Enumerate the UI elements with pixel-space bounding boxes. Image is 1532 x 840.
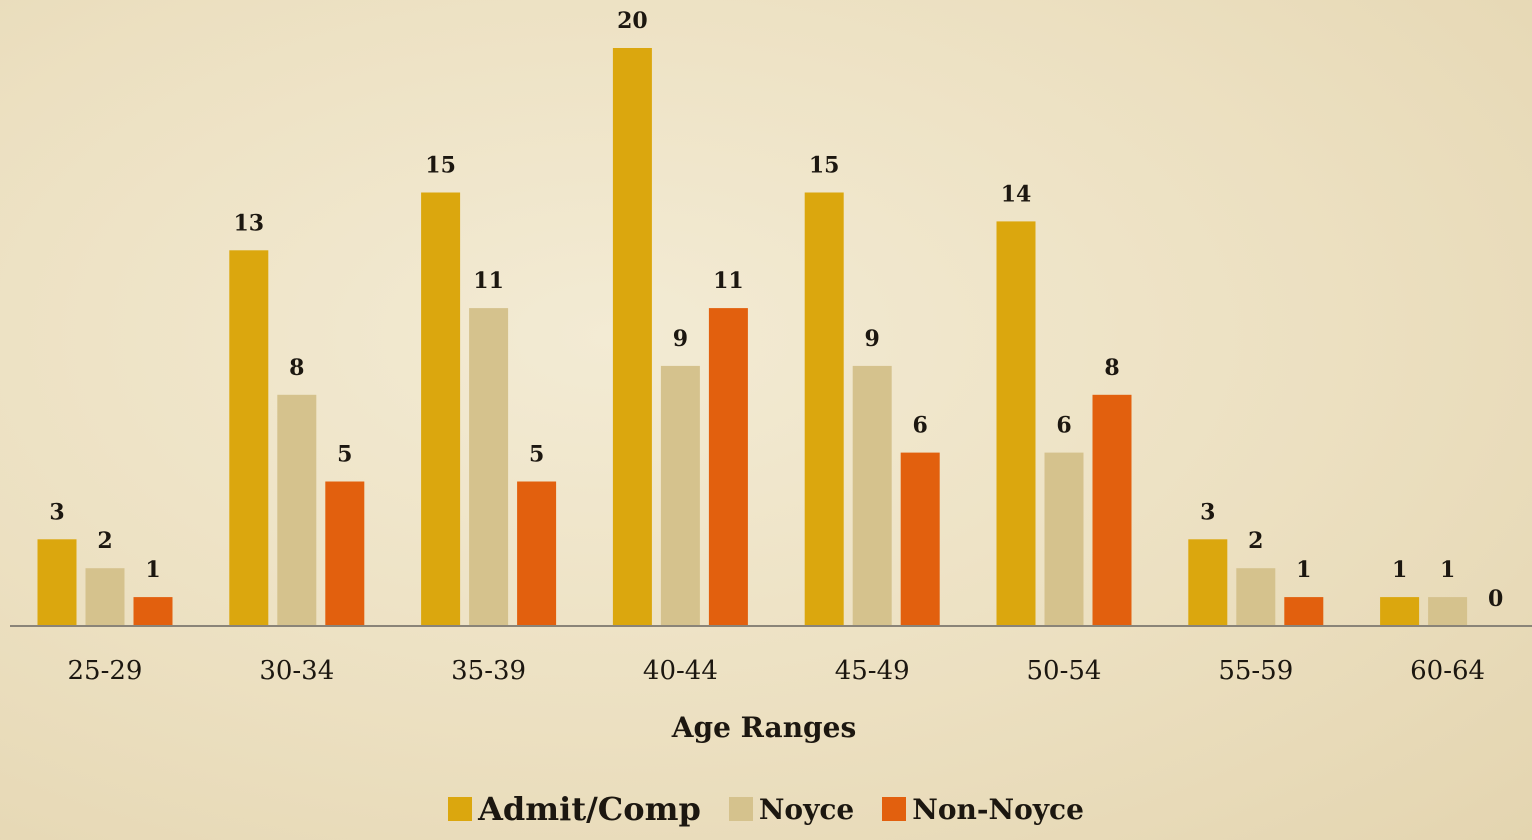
bar-non-noyce-30-34 xyxy=(325,481,365,626)
bar-admit-comp-40-44 xyxy=(612,48,652,626)
data-label-non-noyce-40-44: 11 xyxy=(713,268,744,294)
legend-item-non-noyce: Non-Noyce xyxy=(882,793,1084,826)
bar-admit-comp-55-59 xyxy=(1188,539,1228,626)
bar-non-noyce-25-29 xyxy=(133,597,173,626)
bar-admit-comp-30-34 xyxy=(229,250,269,627)
data-label-admit-comp-25-29: 3 xyxy=(49,499,64,525)
data-label-admit-comp-35-39: 15 xyxy=(425,153,456,179)
bar-noyce-25-29 xyxy=(85,568,125,626)
bar-noyce-50-54 xyxy=(1044,452,1084,626)
bar-admit-comp-35-39 xyxy=(421,192,461,626)
data-label-noyce-55-59: 2 xyxy=(1248,528,1263,554)
x-tick-label-35-39: 35-39 xyxy=(451,656,526,686)
bar-noyce-60-64 xyxy=(1428,597,1468,626)
bar-non-noyce-50-54 xyxy=(1092,394,1132,626)
data-label-non-noyce-45-49: 6 xyxy=(913,413,928,439)
data-label-admit-comp-40-44: 20 xyxy=(617,8,648,34)
data-label-non-noyce-55-59: 1 xyxy=(1296,557,1311,583)
data-label-noyce-40-44: 9 xyxy=(673,326,688,352)
data-label-non-noyce-60-64: 0 xyxy=(1488,586,1503,612)
bars-layer xyxy=(37,48,1468,627)
legend: Admit/Comp Noyce Non-Noyce xyxy=(0,790,1532,828)
legend-swatch-admit-comp xyxy=(448,797,473,821)
bar-non-noyce-45-49 xyxy=(900,452,940,626)
bar-noyce-30-34 xyxy=(277,394,317,626)
bar-admit-comp-60-64 xyxy=(1380,597,1420,626)
legend-label-admit-comp: Admit/Comp xyxy=(478,790,701,828)
data-label-admit-comp-50-54: 14 xyxy=(1001,181,1032,207)
data-label-noyce-30-34: 8 xyxy=(289,355,304,381)
bar-admit-comp-25-29 xyxy=(37,539,77,626)
data-label-non-noyce-50-54: 8 xyxy=(1104,355,1119,381)
x-tick-label-50-54: 50-54 xyxy=(1027,656,1102,686)
x-axis-title: Age Ranges xyxy=(671,711,856,744)
data-label-non-noyce-35-39: 5 xyxy=(529,442,544,468)
x-tick-labels: 25-29 30-34 35-39 40-44 45-49 50-54 55-59 60-64 xyxy=(68,656,1486,686)
data-label-noyce-45-49: 9 xyxy=(865,326,880,352)
bar-noyce-45-49 xyxy=(852,365,892,626)
legend-label-non-noyce: Non-Noyce xyxy=(912,792,1084,826)
bar-admit-comp-45-49 xyxy=(804,192,844,626)
x-tick-label-55-59: 55-59 xyxy=(1218,656,1293,686)
x-tick-label-25-29: 25-29 xyxy=(68,656,143,686)
bar-non-noyce-35-39 xyxy=(517,481,557,626)
x-tick-label-40-44: 40-44 xyxy=(643,656,718,686)
legend-item-admit-comp: Admit/Comp xyxy=(448,790,701,828)
data-label-admit-comp-45-49: 15 xyxy=(809,153,840,179)
x-tick-label-60-64: 60-64 xyxy=(1410,656,1485,686)
bar-noyce-35-39 xyxy=(469,308,509,626)
data-label-admit-comp-30-34: 13 xyxy=(233,210,264,236)
legend-item-noyce: Noyce xyxy=(728,792,855,826)
bar-noyce-40-44 xyxy=(660,365,700,626)
legend-swatch-non-noyce xyxy=(882,797,907,821)
data-label-noyce-60-64: 1 xyxy=(1440,557,1455,583)
data-label-noyce-50-54: 6 xyxy=(1056,413,1071,439)
bar-noyce-55-59 xyxy=(1236,568,1276,626)
data-label-non-noyce-25-29: 1 xyxy=(145,557,160,583)
data-label-noyce-35-39: 11 xyxy=(473,268,504,294)
x-tick-label-45-49: 45-49 xyxy=(835,656,910,686)
bar-admit-comp-50-54 xyxy=(996,221,1036,626)
x-tick-label-30-34: 30-34 xyxy=(259,656,334,686)
bar-non-noyce-40-44 xyxy=(708,308,748,626)
data-label-noyce-25-29: 2 xyxy=(97,528,112,554)
bar-non-noyce-55-59 xyxy=(1284,597,1324,626)
data-label-admit-comp-55-59: 3 xyxy=(1200,499,1215,525)
legend-label-noyce: Noyce xyxy=(758,792,855,826)
data-label-admit-comp-60-64: 1 xyxy=(1392,557,1407,583)
data-label-non-noyce-30-34: 5 xyxy=(337,442,352,468)
legend-swatch-noyce xyxy=(728,797,753,821)
